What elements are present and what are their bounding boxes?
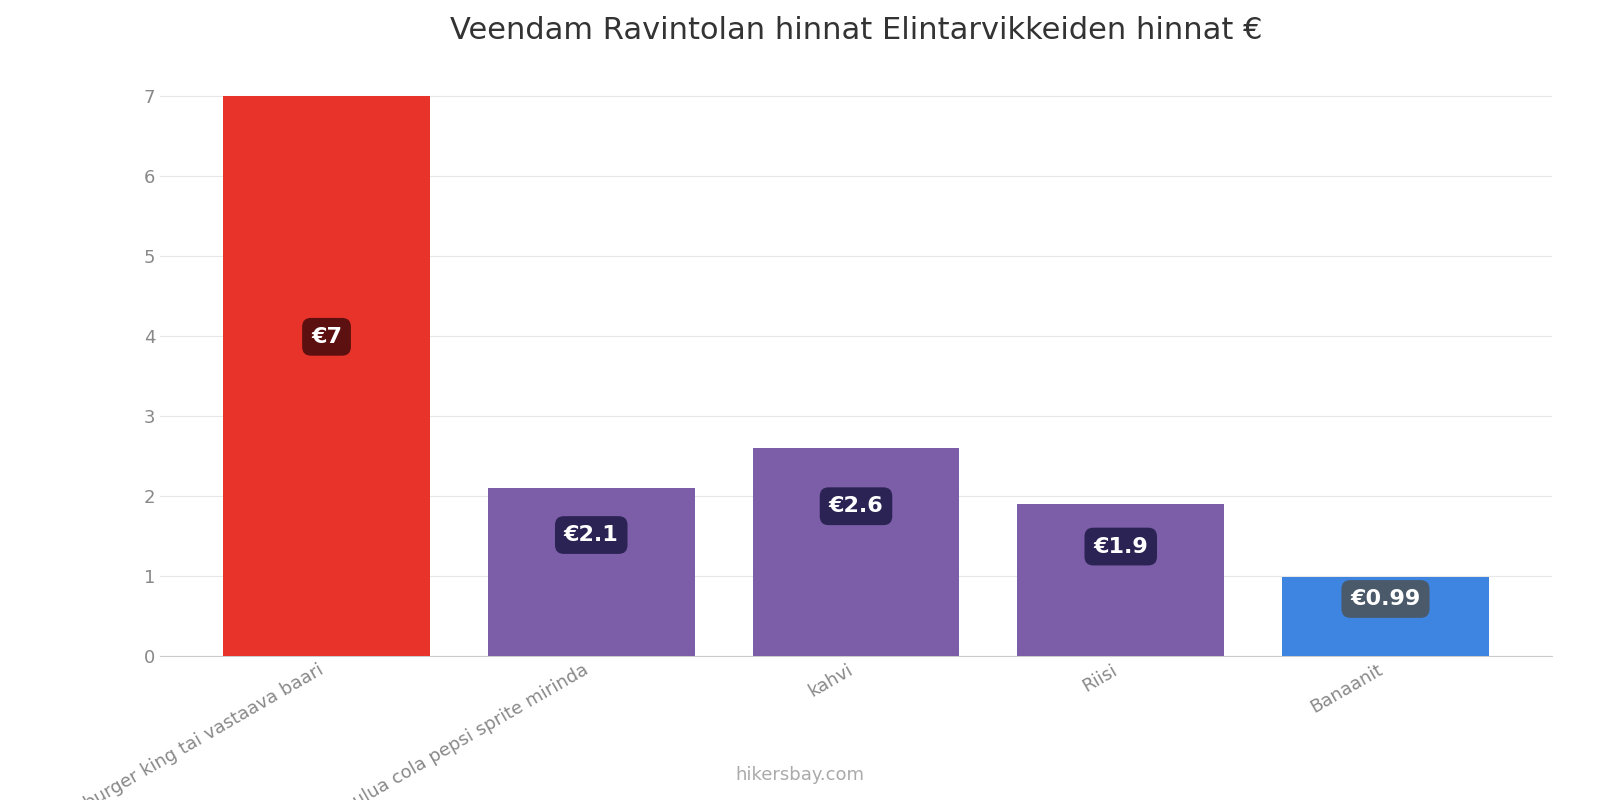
- Bar: [224, 96, 430, 656]
- Text: €0.99: €0.99: [1350, 589, 1421, 609]
- Text: hikersbay.com: hikersbay.com: [736, 766, 864, 784]
- Text: €2.6: €2.6: [829, 496, 883, 516]
- Text: €1.9: €1.9: [1093, 537, 1149, 557]
- Bar: [1018, 504, 1224, 656]
- Bar: [488, 488, 694, 656]
- Bar: [1282, 577, 1488, 656]
- Bar: [752, 448, 960, 656]
- Text: €7: €7: [310, 327, 342, 347]
- Text: €2.1: €2.1: [563, 525, 619, 545]
- Title: Veendam Ravintolan hinnat Elintarvikkeiden hinnat €: Veendam Ravintolan hinnat Elintarvikkeid…: [450, 16, 1262, 45]
